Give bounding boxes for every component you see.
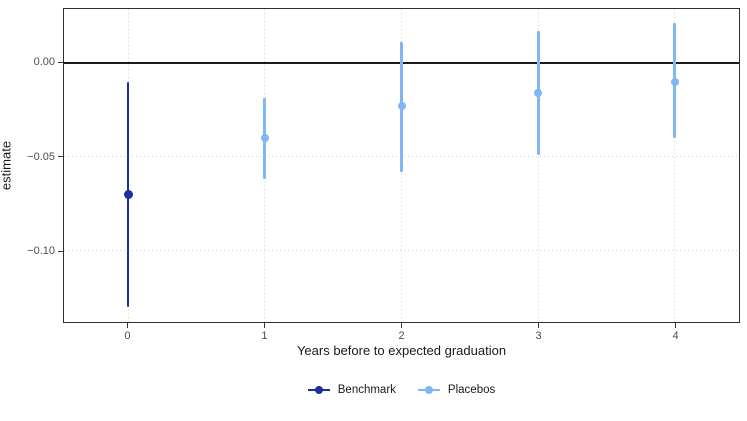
legend-key-glyph <box>307 383 330 397</box>
legend-key-glyph <box>417 383 440 397</box>
gridline-vertical <box>537 9 539 322</box>
legend-label: Placebos <box>447 384 496 396</box>
x-tick-mark <box>675 323 677 328</box>
gridline-horizontal <box>64 250 739 252</box>
point-placebos <box>534 88 543 97</box>
x-tick-label: 3 <box>535 330 542 342</box>
legend-item: Benchmark <box>307 383 396 397</box>
legend-item: Placebos <box>417 383 496 397</box>
point-benchmark <box>123 189 133 199</box>
y-tick-label: −0.05 <box>27 150 55 163</box>
x-tick-mark <box>401 323 402 328</box>
y-tick-label: −0.10 <box>27 245 55 258</box>
y-tick-mark <box>58 250 63 252</box>
legend: Benchmark Placebos <box>63 383 740 397</box>
y-axis-title: estimate <box>0 140 14 191</box>
gridline-vertical <box>674 9 676 322</box>
y-tick-mark <box>58 156 63 158</box>
x-tick-mark <box>126 323 128 328</box>
plot-panel <box>63 8 740 323</box>
x-tick-label: 4 <box>672 330 679 342</box>
x-tick-label: 0 <box>124 330 131 342</box>
point-placebos <box>397 101 406 110</box>
x-axis-title: Years before to expected graduation <box>296 343 507 358</box>
x-tick-label: 1 <box>261 330 268 342</box>
x-tick-mark <box>263 323 265 328</box>
legend-key-dot <box>314 386 323 394</box>
point-placebos <box>670 77 679 86</box>
x-tick-label: 2 <box>398 330 405 342</box>
point-placebos <box>260 133 269 142</box>
legend-key-dot <box>424 386 433 394</box>
x-tick-mark <box>538 323 540 328</box>
y-tick-mark <box>58 61 63 63</box>
y-tick-label: 0.00 <box>33 56 55 69</box>
legend-label: Benchmark <box>337 384 396 396</box>
